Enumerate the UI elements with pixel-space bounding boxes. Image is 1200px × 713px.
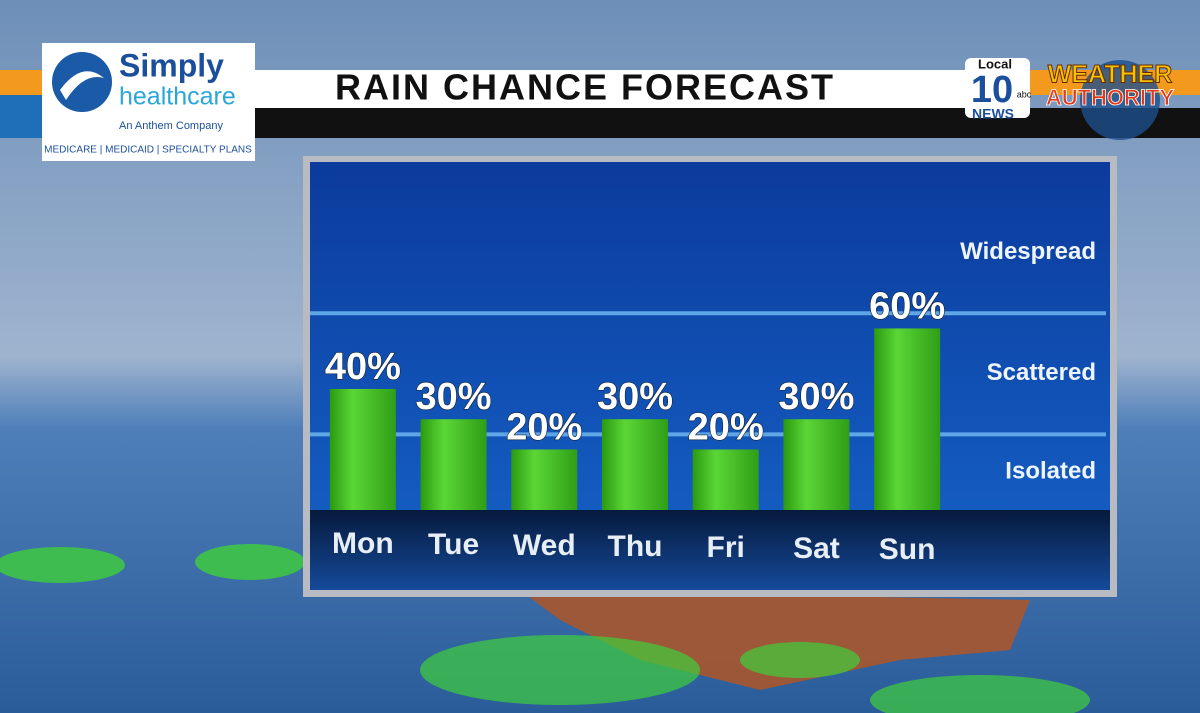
station-news: NEWS: [972, 106, 1014, 122]
zone-label: Scattered: [987, 359, 1096, 386]
x-tick-label: Thu: [608, 530, 663, 563]
bar: [874, 328, 941, 510]
bar: [420, 419, 487, 510]
chart-title: RAIN CHANCE FORECAST: [335, 67, 835, 108]
plot: Isolated Scattered Widespread 40% Mon 30% Tue 2…: [310, 238, 1106, 566]
zone-label: Isolated: [1005, 458, 1096, 485]
sponsor-name: Simply: [119, 47, 224, 83]
value-label: 30%: [597, 376, 673, 418]
sponsor-logo-icon: [60, 71, 104, 100]
bar: [602, 419, 668, 510]
chart-floor: [310, 510, 1110, 590]
value-label: 30%: [416, 376, 492, 418]
bar: [329, 388, 396, 510]
x-tick-label: Mon: [332, 527, 394, 560]
sponsor-tagline: An Anthem Company: [119, 120, 223, 132]
map-land: [520, 590, 1030, 690]
title-bar: [255, 70, 975, 108]
x-tick-label: Wed: [513, 529, 576, 562]
zone-label: Widespread: [960, 238, 1096, 265]
radar-blob: [740, 642, 860, 678]
x-tick-label: Tue: [428, 528, 479, 561]
segment-logo: WEATHER: [1048, 61, 1173, 89]
radar-blob: [870, 675, 1090, 713]
bar: [511, 449, 578, 510]
value-label: 40%: [325, 346, 401, 388]
value-label: 60%: [869, 285, 945, 327]
station-number: 10: [971, 69, 1013, 111]
sponsor-plans: MEDICARE | MEDICAID | SPECIALTY PLANS: [44, 145, 252, 156]
bar: [783, 419, 850, 510]
value-label: 30%: [778, 376, 854, 418]
station-network: abc: [1017, 89, 1032, 99]
value-label: 20%: [506, 407, 582, 449]
radar-blob: [195, 544, 305, 580]
x-tick-label: Sat: [793, 532, 840, 565]
x-tick-label: Fri: [707, 531, 745, 564]
bar: [692, 449, 759, 510]
value-label: 20%: [688, 407, 764, 449]
segment-logo: AUTHORITY: [1046, 85, 1175, 110]
radar-blob: [0, 547, 125, 583]
segment-logo-globe: [1080, 60, 1160, 140]
x-tick-label: Sun: [879, 533, 936, 566]
radar-blob: [420, 635, 700, 705]
station-logo: [965, 58, 1030, 118]
station-local: Local: [978, 56, 1012, 71]
sponsor-name: healthcare: [119, 83, 236, 111]
title-bar-lower: [255, 108, 1200, 138]
